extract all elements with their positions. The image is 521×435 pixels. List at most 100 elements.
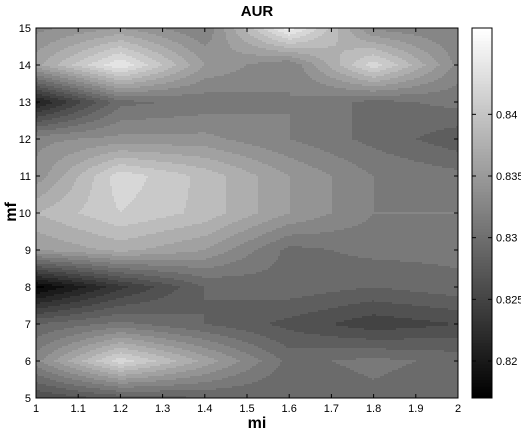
contour-cell — [80, 180, 82, 182]
contour-cell — [38, 154, 40, 156]
contour-cell — [78, 392, 80, 394]
contour-cell — [82, 222, 84, 224]
contour-cell — [42, 116, 44, 118]
contour-cell — [38, 386, 40, 388]
contour-cell — [42, 228, 44, 230]
contour-cell — [70, 178, 72, 180]
contour-cell — [52, 308, 54, 310]
contour-cell — [42, 106, 44, 108]
contour-cell — [64, 294, 66, 296]
contour-cell — [42, 128, 44, 130]
contour-cell — [56, 328, 58, 330]
contour-cell — [54, 220, 56, 222]
contour-cell — [48, 350, 50, 352]
contour-cell — [88, 288, 90, 290]
contour-cell — [80, 224, 82, 226]
contour-cell — [50, 36, 52, 38]
contour-cell — [64, 142, 66, 144]
contour-cell — [44, 260, 46, 262]
contour-cell — [82, 88, 84, 90]
contour-cell — [74, 184, 76, 186]
contour-cell — [46, 88, 48, 90]
contour-cell — [84, 262, 86, 264]
contour-cell — [60, 100, 62, 102]
contour-cell — [88, 158, 90, 160]
contour-cell — [70, 342, 72, 344]
contour-cell — [82, 236, 84, 238]
contour-cell — [38, 172, 40, 174]
contour-cell — [74, 134, 76, 136]
contour-cell — [46, 38, 48, 40]
contour-cell — [40, 124, 42, 126]
contour-cell — [84, 340, 86, 342]
contour-cell — [70, 110, 72, 112]
contour-cell — [82, 64, 84, 66]
contour-cell — [36, 80, 38, 82]
contour-cell — [88, 302, 90, 304]
contour-cell — [42, 158, 44, 160]
contour-cell — [72, 94, 74, 96]
contour-cell — [56, 278, 58, 280]
contour-cell — [46, 300, 48, 302]
contour-cell — [86, 88, 88, 90]
contour-cell — [56, 110, 58, 112]
contour-cell — [72, 356, 74, 358]
contour-cell — [58, 190, 60, 192]
contour-cell — [80, 56, 82, 58]
contour-cell — [72, 224, 74, 226]
contour-cell — [86, 202, 88, 204]
contour-cell — [68, 112, 70, 114]
contour-cell — [82, 136, 84, 138]
contour-cell — [62, 168, 64, 170]
contour-cell — [72, 282, 74, 284]
contour-cell — [36, 136, 38, 138]
contour-cell — [44, 110, 46, 112]
contour-cell — [64, 120, 66, 122]
contour-cell — [48, 186, 50, 188]
contour-cell — [40, 296, 42, 298]
contour-cell — [62, 364, 64, 366]
contour-cell — [88, 82, 90, 84]
contour-cell — [62, 282, 64, 284]
contour-cell — [60, 240, 62, 242]
contour-cell — [76, 42, 78, 44]
contour-cell — [40, 310, 42, 312]
contour-cell — [44, 44, 46, 46]
contour-cell — [58, 146, 60, 148]
contour-cell — [60, 44, 62, 46]
contour-cell — [46, 242, 48, 244]
contour-cell — [62, 222, 64, 224]
contour-cell — [80, 276, 82, 278]
contour-cell — [66, 46, 68, 48]
contour-cell — [44, 78, 46, 80]
contour-cell — [46, 220, 48, 222]
contour-cell — [78, 210, 80, 212]
contour-cell — [78, 306, 80, 308]
contour-cell — [66, 236, 68, 238]
contour-cell — [38, 348, 40, 350]
contour-cell — [46, 388, 48, 390]
contour-cell — [60, 390, 62, 392]
contour-cell — [70, 102, 72, 104]
contour-cell — [36, 312, 38, 314]
contour-cell — [64, 374, 66, 376]
contour-cell — [68, 396, 70, 398]
contour-cell — [70, 134, 72, 136]
contour-cell — [74, 284, 76, 286]
contour-cell — [42, 82, 44, 84]
contour-cell — [54, 354, 56, 356]
contour-cell — [54, 376, 56, 378]
contour-cell — [64, 314, 66, 316]
contour-cell — [88, 390, 90, 392]
contour-cell — [50, 58, 52, 60]
contour-cell — [86, 68, 88, 70]
contour-cell — [82, 92, 84, 94]
contour-cell — [76, 396, 78, 398]
contour-cell — [86, 346, 88, 348]
contour-cell — [60, 256, 62, 258]
contour-cell — [44, 204, 46, 206]
contour-cell — [80, 44, 82, 46]
contour-cell — [80, 208, 82, 210]
contour-cell — [48, 358, 50, 360]
contour-cell — [44, 40, 46, 42]
